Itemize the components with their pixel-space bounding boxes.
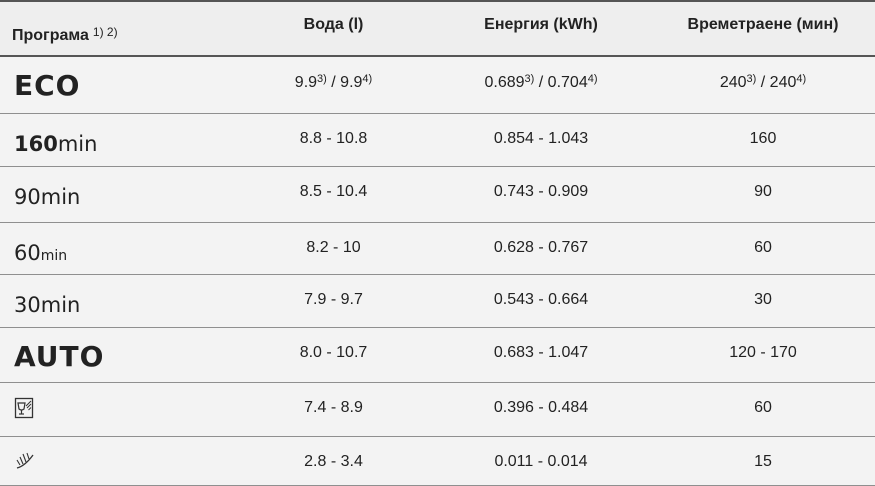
table-row-glass-care: 7.4 - 8.9 0.396 - 0.484 60 [0, 383, 875, 437]
water-value: 8.5 - 10.4 [299, 183, 368, 200]
header-duration: Времетраене (мин) [687, 16, 839, 33]
table-row-eco: ECO 9.93) / 9.94) 0.6893) / 0.7044) 2403… [0, 57, 875, 114]
program-30min: 30min [14, 293, 81, 317]
energy-value: 0.011 - 0.014 [494, 453, 588, 470]
energy-value: 0.628 - 0.767 [493, 239, 589, 256]
water-value: 7.4 - 8.9 [304, 399, 363, 416]
program-90min: 90min [14, 185, 81, 209]
program-60min: 60min [14, 241, 68, 265]
table-row-30min: 30min 7.9 - 9.7 0.543 - 0.664 30 [0, 275, 875, 328]
duration-value: 90 [754, 183, 772, 200]
header-program: Програма 1) 2) [12, 25, 118, 44]
program-rinse [0, 437, 236, 471]
duration-value: 160 [749, 130, 777, 147]
energy-value: 0.743 - 0.909 [493, 183, 589, 200]
water-value: 8.0 - 10.7 [299, 344, 368, 361]
duration-value: 15 [754, 453, 772, 470]
program-eco: ECO [14, 69, 81, 102]
water-value: 9.93) / 9.94) [294, 73, 373, 91]
header-program-notes: 1) 2) [92, 25, 118, 39]
table-header-row: Програма 1) 2) Вода (l) Енергия (kWh) Вре… [0, 0, 875, 57]
program-160min: 160min [14, 132, 98, 156]
water-value: 2.8 - 3.4 [304, 453, 363, 470]
table-row-60min: 60min 8.2 - 10 0.628 - 0.767 60 [0, 223, 875, 275]
table-row-90min: 90min 8.5 - 10.4 0.743 - 0.909 90 [0, 167, 875, 223]
energy-value: 0.396 - 0.484 [493, 399, 589, 416]
program-auto: AUTO [14, 340, 105, 373]
energy-value: 0.6893) / 0.7044) [484, 73, 598, 91]
energy-value: 0.854 - 1.043 [493, 130, 589, 147]
energy-value: 0.543 - 0.664 [493, 291, 589, 308]
table-row-auto: AUTO 8.0 - 10.7 0.683 - 1.047 120 - 170 [0, 328, 875, 383]
duration-value: 120 - 170 [729, 344, 797, 361]
duration-value: 30 [754, 291, 772, 308]
water-value: 7.9 - 9.7 [304, 291, 363, 308]
water-value: 8.8 - 10.8 [299, 130, 368, 147]
duration-value: 60 [754, 239, 772, 256]
program-glass-care [0, 383, 236, 419]
rinse-spray-icon [16, 452, 34, 469]
table-row-rinse: 2.8 - 3.4 0.011 - 0.014 15 [0, 437, 875, 486]
water-value: 8.2 - 10 [306, 239, 361, 256]
energy-value: 0.683 - 1.047 [493, 344, 589, 361]
header-energy: Енергия (kWh) [484, 16, 598, 33]
glass-care-icon [14, 397, 34, 419]
duration-value: 2403) / 2404) [719, 73, 807, 91]
table-row-160min: 160min 8.8 - 10.8 0.854 - 1.043 160 [0, 114, 875, 167]
header-water: Вода (l) [303, 16, 364, 33]
duration-value: 60 [754, 399, 772, 416]
